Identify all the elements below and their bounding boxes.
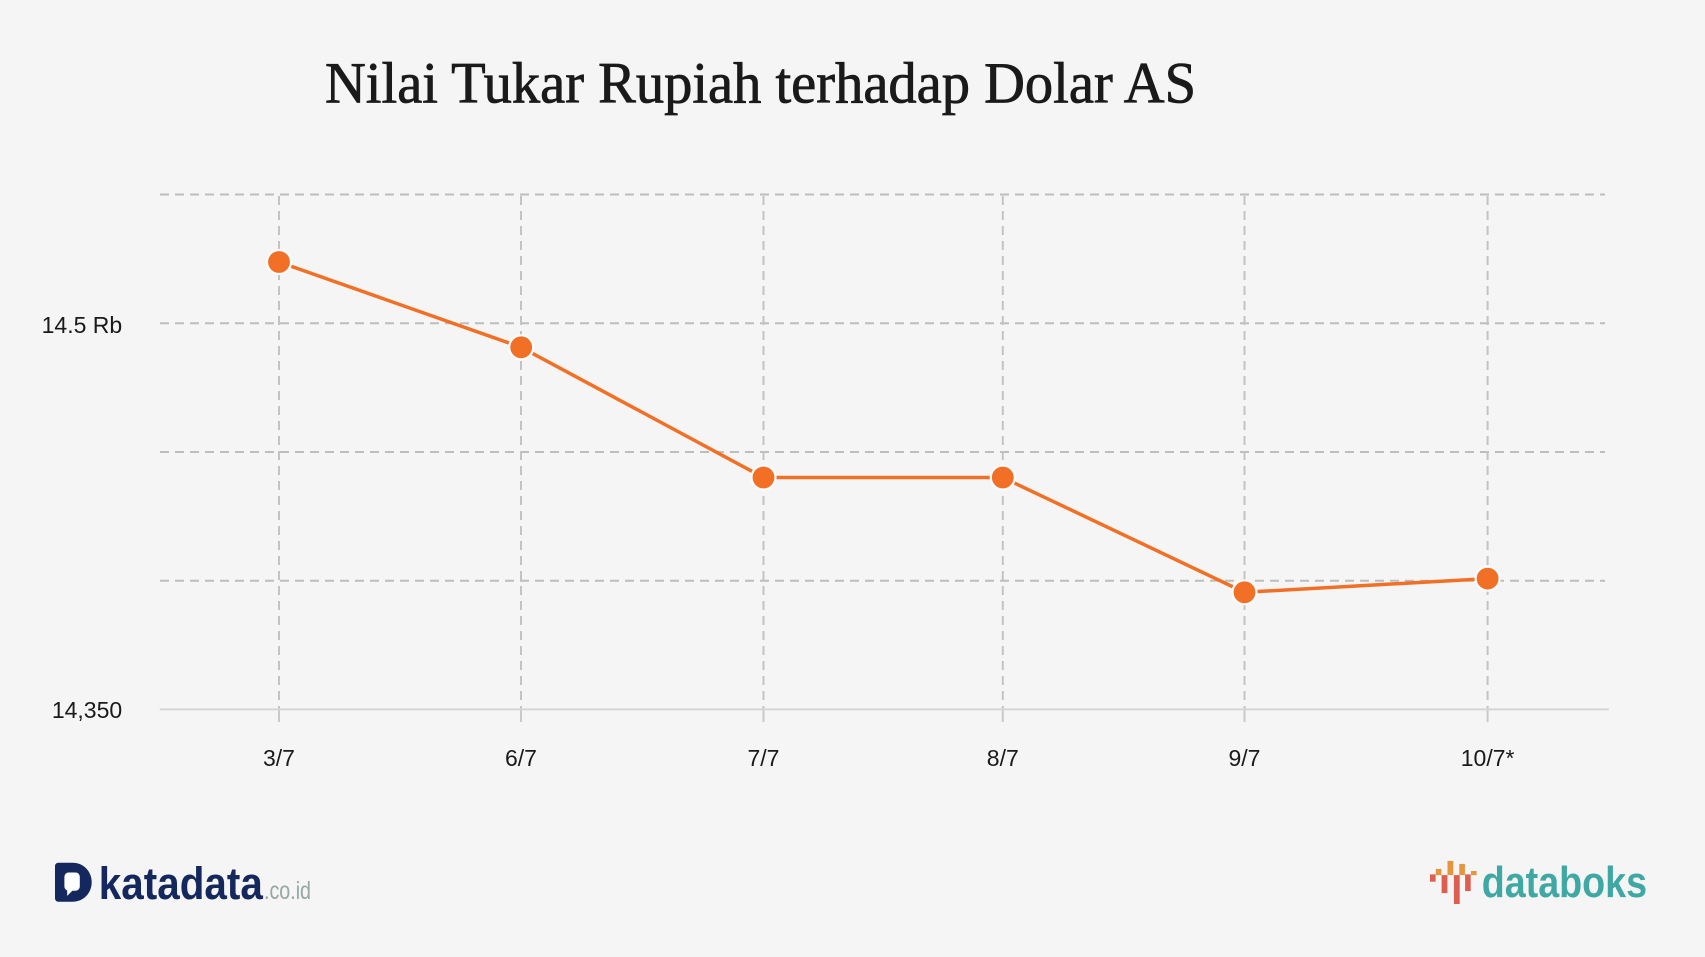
svg-text:14,350: 14,350 [52,697,122,723]
svg-text:14.5 Rb: 14.5 Rb [42,312,123,338]
svg-text:Nilai Tukar Rupiah terhadap Do: Nilai Tukar Rupiah terhadap Dolar AS [325,50,1196,115]
svg-text:7/7: 7/7 [748,745,780,771]
svg-text:katadata: katadata [99,858,264,909]
svg-text:10/7*: 10/7* [1461,745,1515,771]
svg-text:.co.id: .co.id [264,877,311,905]
svg-text:6/7: 6/7 [505,745,537,771]
svg-text:3/7: 3/7 [263,745,295,771]
svg-text:databoks: databoks [1482,858,1647,907]
svg-text:8/7: 8/7 [987,745,1019,771]
svg-text:9/7: 9/7 [1229,745,1261,771]
